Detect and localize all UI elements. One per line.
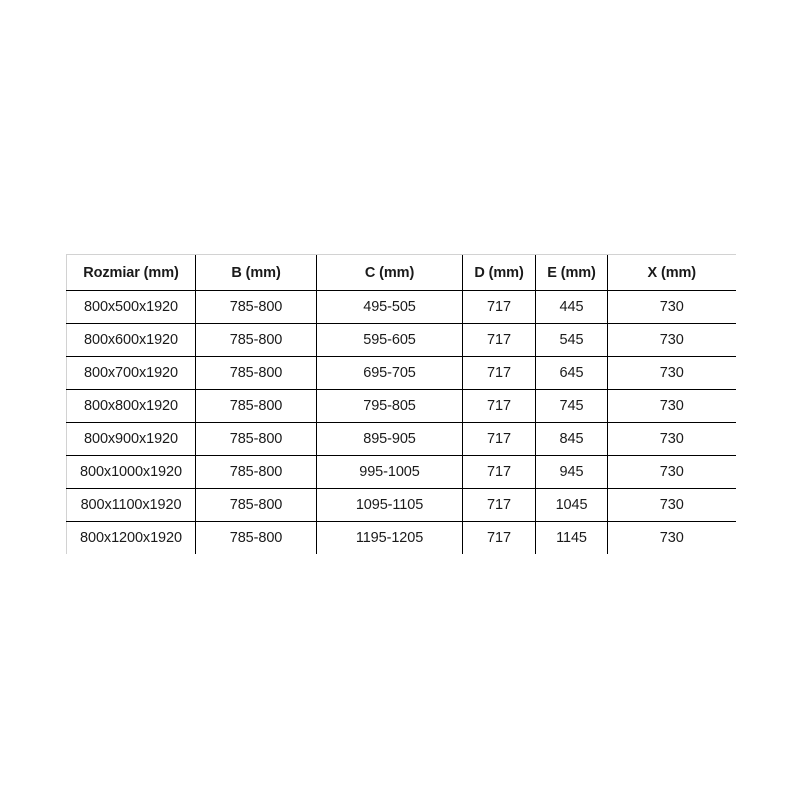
cell-d: 717: [462, 455, 536, 489]
cell-rozmiar: 800x1100x1920: [66, 488, 196, 522]
cell-c: 695-705: [316, 356, 463, 390]
table-header-row: Rozmiar (mm) B (mm) C (mm) D (mm) E (mm)…: [66, 254, 736, 291]
column-header-rozmiar: Rozmiar (mm): [66, 254, 196, 291]
table-body: 800x500x1920 785-800 495-505 717 445 730…: [66, 290, 736, 554]
cell-x: 730: [607, 389, 736, 423]
cell-x: 730: [607, 422, 736, 456]
cell-x: 730: [607, 290, 736, 324]
column-header-e: E (mm): [535, 254, 608, 291]
table-row: 800x600x1920 785-800 595-605 717 545 730: [66, 323, 736, 357]
cell-c: 995-1005: [316, 455, 463, 489]
column-header-b: B (mm): [195, 254, 317, 291]
column-header-x: X (mm): [607, 254, 736, 291]
cell-rozmiar: 800x900x1920: [66, 422, 196, 456]
cell-d: 717: [462, 290, 536, 324]
cell-c: 895-905: [316, 422, 463, 456]
cell-c: 1195-1205: [316, 521, 463, 554]
cell-x: 730: [607, 521, 736, 554]
cell-rozmiar: 800x600x1920: [66, 323, 196, 357]
cell-d: 717: [462, 521, 536, 554]
cell-d: 717: [462, 488, 536, 522]
table-row: 800x1100x1920 785-800 1095-1105 717 1045…: [66, 488, 736, 522]
table-row: 800x1200x1920 785-800 1195-1205 717 1145…: [66, 521, 736, 554]
table-row: 800x800x1920 785-800 795-805 717 745 730: [66, 389, 736, 423]
cell-x: 730: [607, 356, 736, 390]
cell-e: 1045: [535, 488, 608, 522]
cell-rozmiar: 800x1000x1920: [66, 455, 196, 489]
cell-e: 445: [535, 290, 608, 324]
cell-b: 785-800: [195, 323, 317, 357]
cell-rozmiar: 800x500x1920: [66, 290, 196, 324]
cell-b: 785-800: [195, 455, 317, 489]
table-row: 800x500x1920 785-800 495-505 717 445 730: [66, 290, 736, 324]
cell-e: 645: [535, 356, 608, 390]
cell-e: 745: [535, 389, 608, 423]
cell-x: 730: [607, 488, 736, 522]
cell-b: 785-800: [195, 389, 317, 423]
cell-b: 785-800: [195, 422, 317, 456]
specification-table: Rozmiar (mm) B (mm) C (mm) D (mm) E (mm)…: [66, 254, 736, 554]
table-row: 800x900x1920 785-800 895-905 717 845 730: [66, 422, 736, 456]
cell-b: 785-800: [195, 290, 317, 324]
cell-c: 795-805: [316, 389, 463, 423]
cell-e: 945: [535, 455, 608, 489]
cell-x: 730: [607, 323, 736, 357]
cell-c: 1095-1105: [316, 488, 463, 522]
table-header: Rozmiar (mm) B (mm) C (mm) D (mm) E (mm)…: [66, 254, 736, 291]
cell-b: 785-800: [195, 521, 317, 554]
cell-b: 785-800: [195, 488, 317, 522]
cell-d: 717: [462, 422, 536, 456]
cell-x: 730: [607, 455, 736, 489]
cell-e: 845: [535, 422, 608, 456]
cell-rozmiar: 800x800x1920: [66, 389, 196, 423]
cell-d: 717: [462, 323, 536, 357]
table-row: 800x1000x1920 785-800 995-1005 717 945 7…: [66, 455, 736, 489]
cell-d: 717: [462, 389, 536, 423]
cell-d: 717: [462, 356, 536, 390]
cell-rozmiar: 800x700x1920: [66, 356, 196, 390]
table-row: 800x700x1920 785-800 695-705 717 645 730: [66, 356, 736, 390]
cell-e: 1145: [535, 521, 608, 554]
column-header-d: D (mm): [462, 254, 536, 291]
cell-c: 495-505: [316, 290, 463, 324]
column-header-c: C (mm): [316, 254, 463, 291]
specification-table-container: Rozmiar (mm) B (mm) C (mm) D (mm) E (mm)…: [66, 254, 736, 554]
cell-b: 785-800: [195, 356, 317, 390]
cell-rozmiar: 800x1200x1920: [66, 521, 196, 554]
cell-c: 595-605: [316, 323, 463, 357]
cell-e: 545: [535, 323, 608, 357]
